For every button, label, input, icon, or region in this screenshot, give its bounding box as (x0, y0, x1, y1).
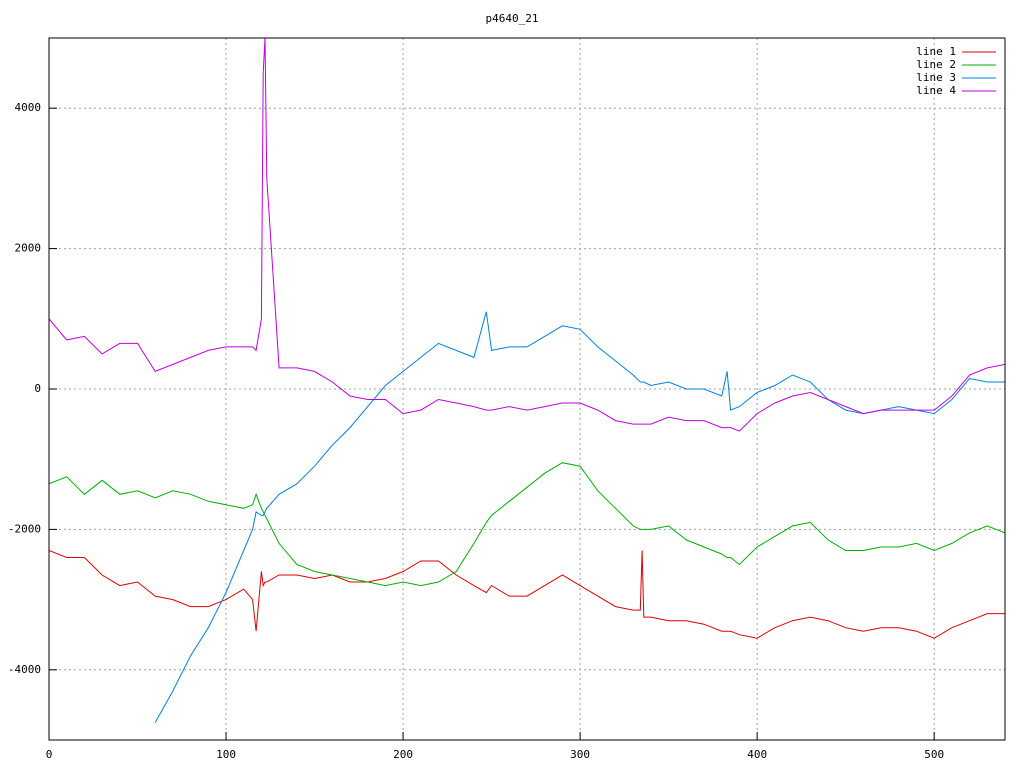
legend-label: line 1 (916, 45, 956, 58)
y-tick-label: 0 (34, 382, 41, 395)
data-line (154, 311, 1005, 723)
y-tick-label: -2000 (8, 522, 41, 535)
data-line (49, 38, 1005, 432)
x-tick-label: 100 (216, 748, 236, 761)
plot-area (49, 38, 1005, 723)
data-line (49, 550, 1005, 639)
chart-title: p4640_21 (486, 12, 539, 25)
x-tick-label: 500 (924, 748, 944, 761)
x-tick-label: 200 (393, 748, 413, 761)
legend-label: line 3 (916, 71, 956, 84)
y-tick-label: -4000 (8, 663, 41, 676)
legend-label: line 2 (916, 58, 956, 71)
data-line (49, 462, 1005, 587)
x-tick-label: 300 (570, 748, 590, 761)
x-tick-label: 400 (747, 748, 767, 761)
y-tick-label: 2000 (15, 242, 42, 255)
legend-label: line 4 (916, 84, 956, 97)
y-tick-label: 4000 (15, 101, 42, 114)
x-tick-label: 0 (46, 748, 53, 761)
